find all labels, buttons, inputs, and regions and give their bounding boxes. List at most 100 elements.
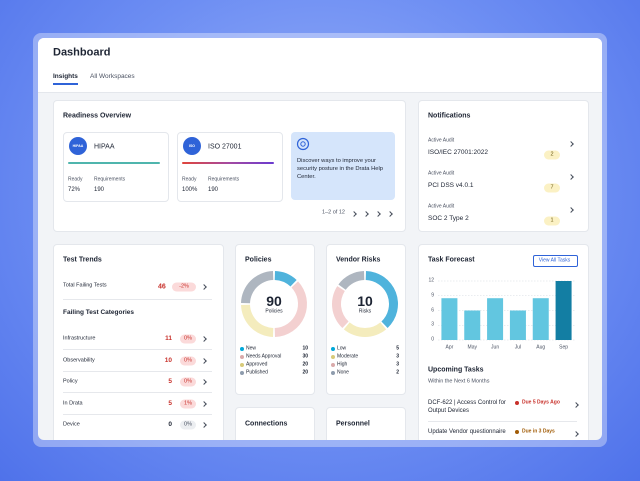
failing-count: 5 <box>168 377 172 385</box>
donut-segment[interactable] <box>241 304 274 337</box>
card-title: Connections <box>245 420 288 428</box>
donut-segment[interactable] <box>241 271 274 304</box>
legend-dot <box>240 347 244 351</box>
separator <box>63 370 212 372</box>
bar <box>555 281 572 340</box>
legend-label: Approved <box>246 361 268 368</box>
failing-count: 11 <box>165 334 172 342</box>
x-tick-label: May <box>467 344 477 351</box>
legend-label: Low <box>337 345 347 352</box>
legend-label: New <box>246 345 257 352</box>
x-tick-label: Jun <box>491 344 500 351</box>
y-tick-label: 3 <box>431 321 434 328</box>
legend-label: Needs Approval <box>246 353 282 360</box>
header <box>38 38 602 93</box>
donut-label: Risks <box>358 308 372 315</box>
notifications-card <box>418 100 589 232</box>
notification-name[interactable]: PCI DSS v4.0.1 <box>428 181 474 189</box>
category-name: Observability <box>63 356 95 363</box>
label: Ready <box>68 176 83 183</box>
failing-count: 10 <box>164 356 172 364</box>
x-tick-label: Aug <box>536 344 546 351</box>
label: Ready <box>182 176 197 183</box>
progress-bar <box>182 162 274 164</box>
bar <box>509 310 526 340</box>
donut-segment[interactable] <box>343 322 387 337</box>
donut-segment[interactable] <box>332 286 349 329</box>
donut-chart <box>332 271 398 337</box>
card-title: Notifications <box>428 112 471 120</box>
connections-card <box>235 407 315 440</box>
notification-name[interactable]: ISO/IEC 27001:2022 <box>428 148 488 156</box>
separator <box>63 392 212 393</box>
legend-value: 10 <box>302 345 308 352</box>
donut-segment[interactable] <box>338 271 365 290</box>
legend-value: 3 <box>396 353 399 360</box>
page-title: Dashboard <box>53 46 111 59</box>
y-tick-label: 6 <box>431 307 434 313</box>
task-forecast-card <box>418 244 589 440</box>
pagination: 1–2 of 12 <box>322 209 345 216</box>
requirements-value: 190 <box>94 187 105 193</box>
change-badge: 0% <box>180 420 196 430</box>
tab[interactable]: Insights <box>53 72 78 80</box>
donut-total: 10 <box>357 293 373 309</box>
progress-bar <box>68 162 160 164</box>
failing-count: 0 <box>168 420 172 428</box>
change-badge: 1% <box>180 399 196 408</box>
legend-label: None <box>337 369 349 376</box>
change-badge: 0% <box>180 356 196 365</box>
comment-count: 1 <box>544 216 560 226</box>
help-icon <box>296 137 310 151</box>
card-title: Test Trends <box>63 256 102 264</box>
label: Total Failing Tests <box>63 282 107 289</box>
x-tick-label: Jul <box>514 344 522 351</box>
task-name[interactable]: DCF-622 | Access Control for Output Devi… <box>428 400 506 414</box>
requirements-value: 190 <box>208 187 219 193</box>
y-tick-label: 12 <box>428 277 434 284</box>
framework-card[interactable] <box>177 132 283 202</box>
legend-dot <box>240 355 244 359</box>
due-icon <box>515 430 519 434</box>
legend-dot <box>240 363 244 367</box>
tab[interactable]: All Workspaces <box>90 72 135 80</box>
legend-dot <box>331 355 335 359</box>
legend-dot <box>331 371 335 375</box>
comment-count: 7 <box>544 183 560 193</box>
notification-name[interactable]: SOC 2 Type 2 <box>428 214 469 222</box>
change-badge: -2% <box>172 282 196 292</box>
button-label[interactable]: View All Tasks <box>538 257 571 263</box>
separator <box>63 413 212 415</box>
bar <box>441 298 458 340</box>
donut-segment[interactable] <box>274 281 307 337</box>
section-title: Failing Test Categories <box>63 308 135 316</box>
legend-dot <box>240 371 244 375</box>
personnel-card <box>326 407 406 440</box>
separator <box>63 349 212 350</box>
donut-label: Policies <box>265 308 283 315</box>
notification-type: Active Audit <box>428 170 455 177</box>
donut-segment[interactable] <box>365 271 398 329</box>
donut-segment[interactable] <box>274 271 297 287</box>
label: Requirements <box>208 176 240 183</box>
failing-count: 46 <box>158 283 166 291</box>
category-name: In Drata <box>63 399 83 406</box>
task-name[interactable]: Update Vendor questionnaire <box>428 429 506 435</box>
legend-value: 2 <box>396 369 399 376</box>
card-title: Task Forecast <box>428 256 475 264</box>
framework-badge: ISO <box>183 137 201 155</box>
legend-dot <box>331 363 335 367</box>
subtitle: Within the Next 6 Months <box>428 378 490 385</box>
due-badge: Due 5 Days Ago <box>522 399 560 406</box>
x-tick-label: Apr <box>445 344 454 351</box>
category-name: Policy <box>63 378 78 385</box>
legend-label: High <box>337 361 348 368</box>
bar <box>487 298 504 340</box>
category-name: Infrastructure <box>63 335 96 342</box>
legend-value: 20 <box>302 369 308 376</box>
framework-name: HIPAA <box>94 143 115 151</box>
notification-type: Active Audit <box>428 203 455 210</box>
view-all-button[interactable] <box>533 255 578 267</box>
